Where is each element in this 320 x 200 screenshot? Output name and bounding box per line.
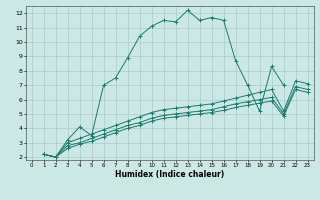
X-axis label: Humidex (Indice chaleur): Humidex (Indice chaleur)	[115, 170, 224, 179]
